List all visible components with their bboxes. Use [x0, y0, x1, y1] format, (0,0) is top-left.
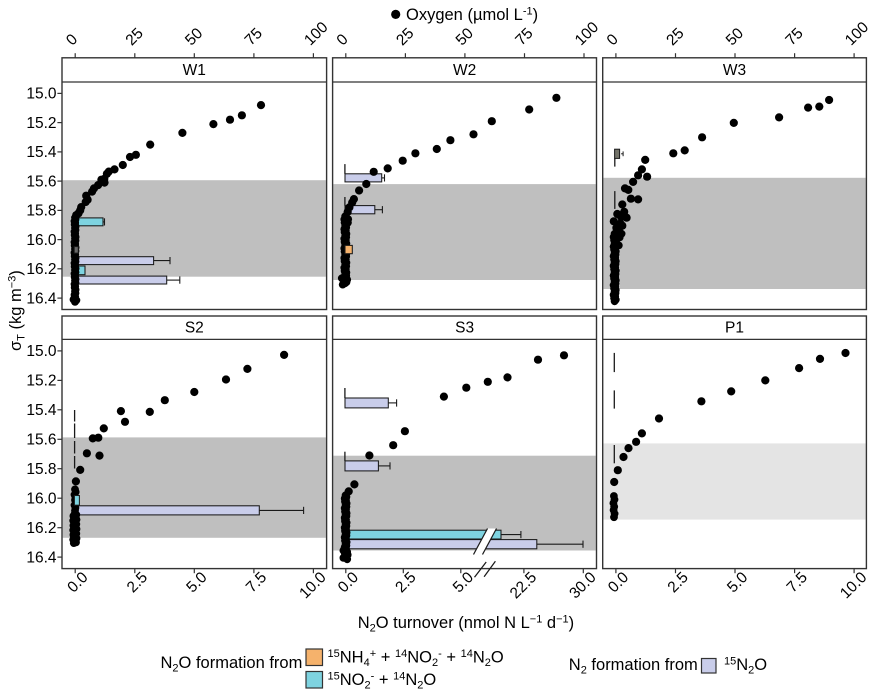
- svg-text:W3: W3: [723, 62, 746, 79]
- svg-text:S2: S2: [185, 319, 204, 336]
- svg-text:P1: P1: [725, 319, 744, 336]
- svg-text:15NH4+ + 14NO2- + 14N2O: 15NH4+ + 14NO2- + 14N2O: [328, 648, 504, 669]
- svg-text:15.6: 15.6: [26, 432, 56, 449]
- svg-text:Oxygen (µmol L-1): Oxygen (µmol L-1): [406, 6, 538, 25]
- svg-text:15N2O: 15N2O: [724, 656, 767, 677]
- svg-text:16.2: 16.2: [26, 261, 56, 278]
- svg-text:15.4: 15.4: [26, 144, 57, 161]
- svg-text:15.0: 15.0: [26, 343, 57, 360]
- svg-text:16.0: 16.0: [26, 232, 57, 249]
- svg-text:N2O formation from: N2O formation from: [161, 654, 303, 675]
- svg-text:N2O turnover (nmol N L−1 d−1): N2O turnover (nmol N L−1 d−1): [358, 614, 574, 635]
- svg-text:15.2: 15.2: [26, 373, 56, 390]
- svg-text:16.2: 16.2: [26, 520, 56, 537]
- svg-text:16.4: 16.4: [26, 290, 57, 307]
- svg-text:15.8: 15.8: [26, 203, 56, 220]
- svg-text:W1: W1: [183, 62, 206, 79]
- svg-text:16.0: 16.0: [26, 490, 57, 507]
- svg-text:16.4: 16.4: [26, 549, 57, 566]
- svg-text:15.6: 15.6: [26, 173, 56, 190]
- svg-text:S3: S3: [455, 319, 474, 336]
- svg-text:15NO2- + 14N2O: 15NO2- + 14N2O: [328, 671, 437, 692]
- svg-text:15.2: 15.2: [26, 115, 56, 132]
- svg-text:15.4: 15.4: [26, 402, 57, 419]
- svg-text:N2 formation from: N2 formation from: [569, 656, 698, 677]
- svg-text:W2: W2: [453, 62, 476, 79]
- svg-text:σT (kg m−3): σT (kg m−3): [7, 270, 28, 351]
- svg-text:15.0: 15.0: [26, 86, 57, 103]
- svg-text:15.8: 15.8: [26, 461, 56, 478]
